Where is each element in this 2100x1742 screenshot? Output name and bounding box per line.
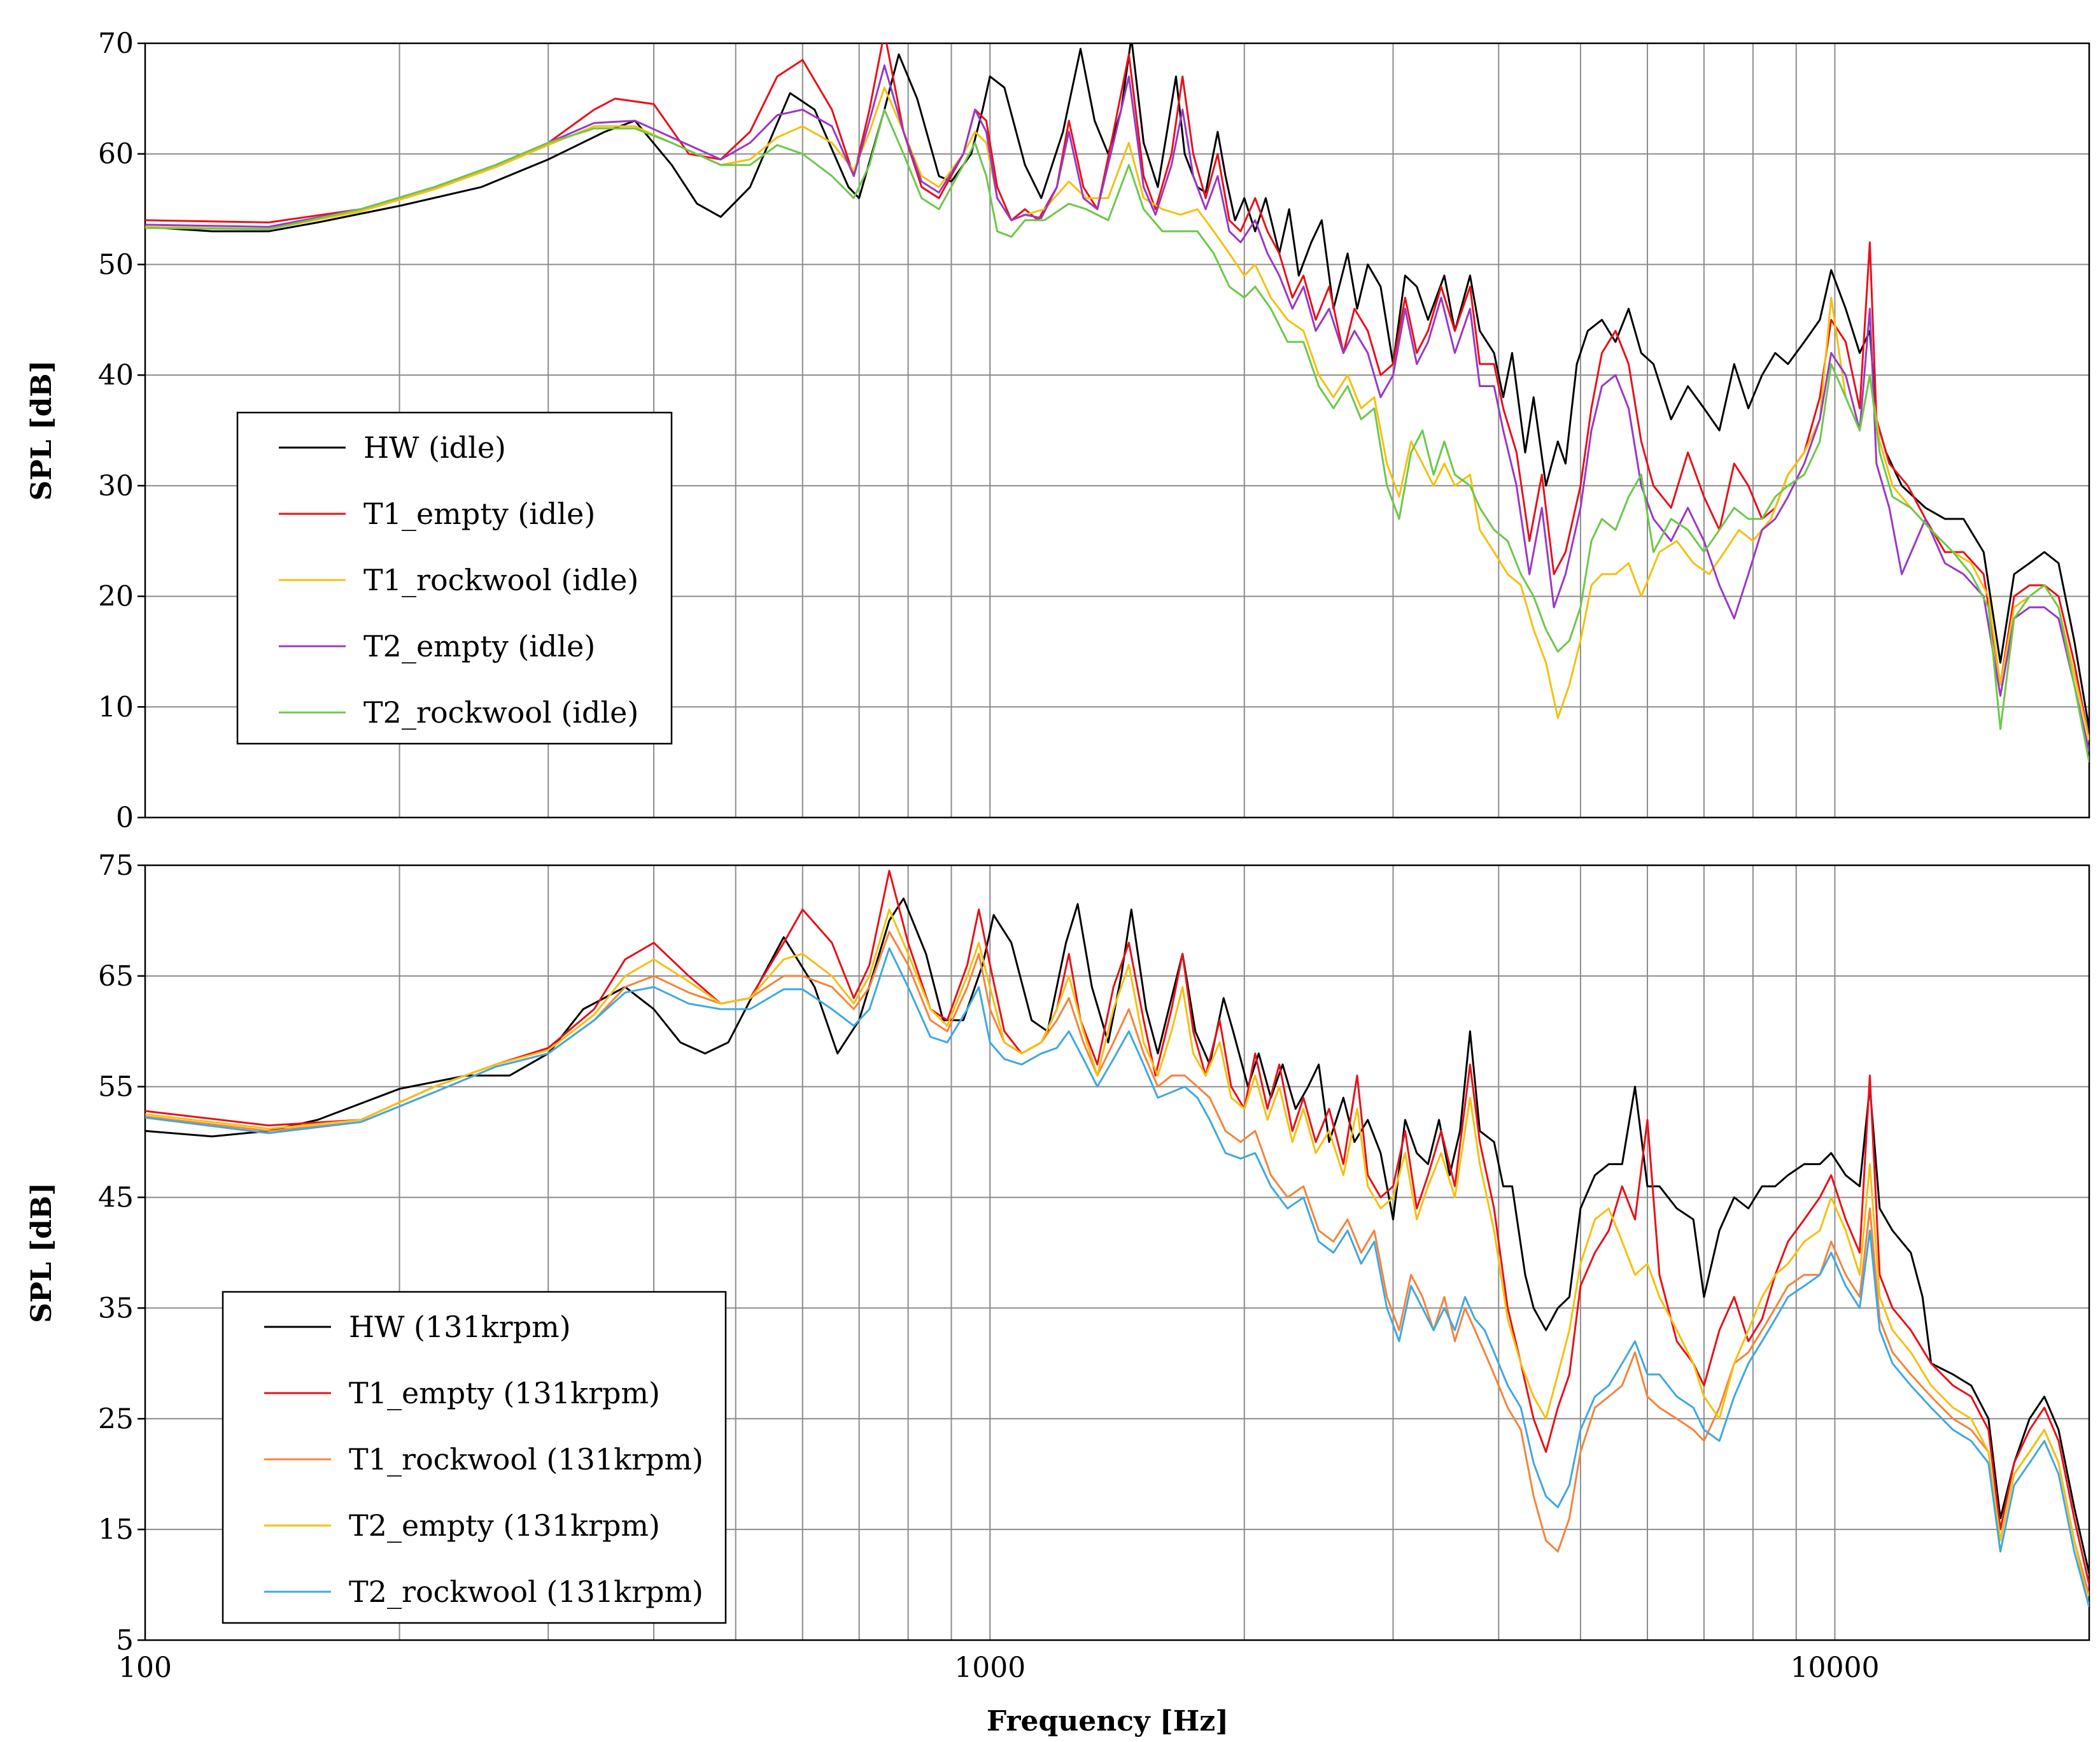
- legend: HW (idle) T1_empty (idle) T1_rockwool (idl…: [236, 411, 673, 745]
- y-tick-label-30: 30: [98, 470, 134, 502]
- y-tick-label-15: 15: [98, 1513, 134, 1546]
- series-group: [145, 43, 2089, 763]
- x-axis-title: Frequency [Hz]: [987, 1705, 1229, 1738]
- panel-131krpm: 5 15 25 35 45 55 65 75 SPL [dB] 100 1000 10000 HW (1…: [25, 849, 2090, 1684]
- x-tick-label-100: 100: [118, 1652, 172, 1684]
- y-tick-label-0: 0: [116, 802, 134, 834]
- y-tick-label-55: 55: [98, 1071, 134, 1103]
- series-line-t2-empty-131krpm-: [145, 909, 2089, 1608]
- legend-label: T1_rockwool (idle): [363, 563, 638, 597]
- legend-label: T1_empty (idle): [363, 497, 595, 531]
- y-tick-label-70: 70: [98, 27, 134, 60]
- y-tick-label-60: 60: [98, 138, 134, 171]
- plot-frame: [144, 864, 2090, 1641]
- legend-label: T1_empty (131krpm): [349, 1376, 660, 1410]
- y-axis-title: SPL [dB]: [25, 360, 58, 501]
- y-tick-label-10: 10: [98, 691, 134, 723]
- y-tick-label-5: 5: [116, 1624, 134, 1657]
- y-tick-label-75: 75: [98, 849, 134, 882]
- legend-label: HW (idle): [363, 430, 506, 465]
- y-tick-label-40: 40: [98, 359, 134, 392]
- series-line-t2-rockwool-131krpm-: [145, 947, 2089, 1608]
- legend: HW (131krpm) T1_empty (131krpm) T1_rockwoo…: [222, 1291, 727, 1624]
- x-tick-label-10000: 10000: [1790, 1652, 1879, 1684]
- legend-label: T2_empty (131krpm): [349, 1508, 660, 1543]
- legend-label: T2_empty (idle): [363, 629, 595, 663]
- y-axis-title: SPL [dB]: [25, 1182, 58, 1323]
- legend-box: [222, 1291, 727, 1624]
- x-tick-label-1000: 1000: [954, 1652, 1025, 1684]
- series-line-t2-rockwool-idle-: [145, 108, 2089, 763]
- legend-box: [236, 411, 673, 745]
- legend-label: T2_rockwool (131krpm): [349, 1575, 703, 1609]
- series-line-t1-rockwool-131krpm-: [145, 930, 2089, 1596]
- series-line-hw-idle-: [145, 43, 2089, 730]
- panel-idle: 0 10 20 30 40 50 60 70 SPL [dB] HW (idle) T1_empty…: [25, 27, 2090, 834]
- series-line-t1-empty-131krpm-: [145, 870, 2089, 1585]
- y-tick-label-20: 20: [98, 581, 134, 613]
- y-tick-label-25: 25: [98, 1403, 134, 1435]
- y-tick-label-35: 35: [98, 1292, 134, 1324]
- y-tick-label-45: 45: [98, 1182, 134, 1214]
- series-line-t2-empty-idle-: [145, 64, 2089, 752]
- legend-label: T1_rockwool (131krpm): [349, 1442, 703, 1476]
- series-group: [145, 870, 2089, 1608]
- legend-label: HW (131krpm): [349, 1310, 571, 1344]
- y-tick-label-65: 65: [98, 960, 134, 993]
- plot-frame: [144, 42, 2090, 819]
- legend-label: T2_rockwool (idle): [363, 695, 638, 730]
- series-line-t1-rockwool-idle-: [145, 87, 2089, 740]
- y-tick-label-50: 50: [98, 248, 134, 281]
